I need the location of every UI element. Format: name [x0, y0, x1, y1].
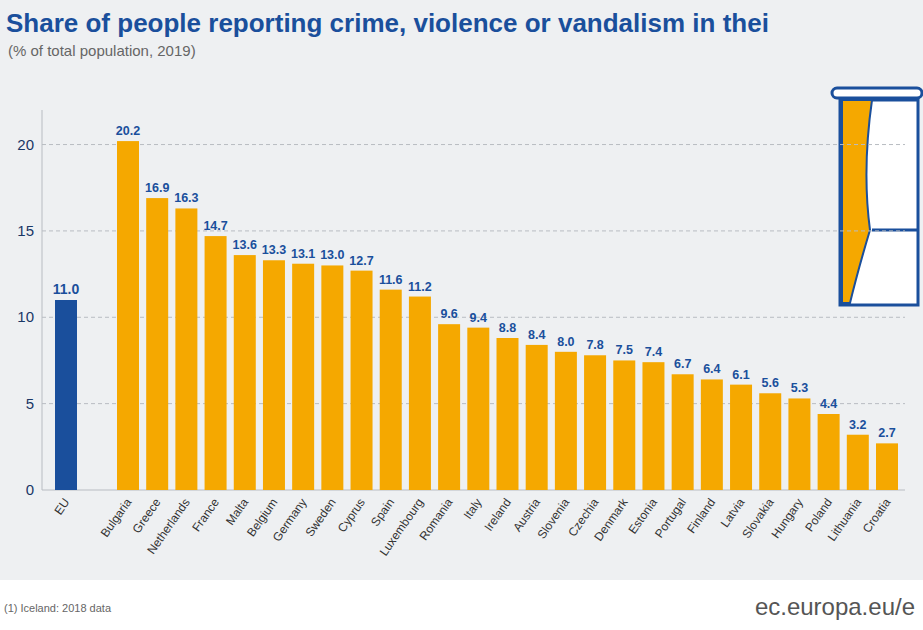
- y-tick-label: 5: [26, 395, 34, 412]
- data-label: 9.6: [440, 307, 457, 321]
- bar: [818, 414, 840, 490]
- bar: [55, 300, 77, 490]
- data-label: 6.7: [674, 357, 691, 371]
- data-label: 8.4: [528, 328, 545, 342]
- data-label: 13.0: [320, 248, 344, 262]
- data-label: 13.1: [291, 247, 315, 261]
- grid-line: [42, 144, 905, 145]
- chart: Share of people reporting crime, violenc…: [0, 0, 923, 630]
- bar: [292, 264, 314, 490]
- title: Share of people reporting crime, violenc…: [6, 8, 769, 38]
- data-label: 9.4: [470, 311, 487, 325]
- bar: [847, 435, 869, 490]
- data-label: 2.7: [878, 426, 895, 440]
- bars: [55, 141, 898, 490]
- bar: [730, 385, 752, 490]
- data-label: 13.6: [233, 238, 257, 252]
- bar: [205, 236, 227, 490]
- background: [0, 0, 923, 580]
- bar: [351, 271, 373, 490]
- x-tick-label: Hungary: [768, 496, 805, 541]
- data-label: 6.4: [703, 362, 720, 376]
- x-tick-label: Italy: [461, 496, 485, 522]
- x-tick-label: Denmark: [591, 495, 631, 544]
- data-label: 7.8: [586, 338, 603, 352]
- y-tick-label: 0: [26, 481, 34, 498]
- y-tick-label: 15: [17, 222, 34, 239]
- data-label: 11.2: [408, 280, 432, 294]
- bar: [701, 379, 723, 490]
- data-label: 16.3: [174, 191, 198, 205]
- data-label: 7.4: [645, 345, 662, 359]
- x-tick-label: Slovenia: [534, 495, 572, 541]
- footnote: (1) Iceland: 2018 data: [4, 602, 112, 614]
- curtain: [842, 100, 872, 303]
- data-label: 6.1: [732, 368, 749, 382]
- x-tick-label: Bulgaria: [98, 495, 135, 539]
- bar: [263, 260, 285, 490]
- data-label: 16.9: [145, 181, 169, 195]
- data-label: 5.6: [762, 376, 779, 390]
- bar: [467, 328, 489, 490]
- data-label: 5.3: [791, 381, 808, 395]
- bar: [497, 338, 519, 490]
- x-tick-label: Spain: [368, 496, 397, 529]
- data-label: 11.6: [379, 273, 403, 287]
- window-frame: [840, 100, 918, 305]
- bar: [759, 393, 781, 490]
- data-label: 8.0: [557, 335, 574, 349]
- x-tick-label: Luxembourg: [377, 496, 427, 559]
- x-tick-label: EU: [51, 496, 72, 518]
- x-tick-label: Lithuania: [825, 495, 865, 543]
- source: ec.europa.eu/e: [755, 593, 915, 620]
- data-label: 13.3: [262, 243, 286, 257]
- footer-background: [0, 580, 923, 630]
- x-tick-label: Romania: [417, 495, 456, 543]
- data-label: 4.4: [820, 397, 837, 411]
- x-tick-label: Malta: [223, 495, 251, 527]
- x-tick-label: Latvia: [718, 495, 748, 530]
- x-tick-label: Netherlands: [144, 496, 193, 557]
- bar: [613, 360, 635, 490]
- data-label: 8.8: [499, 321, 516, 335]
- subtitle: (% of total population, 2019): [8, 42, 196, 59]
- x-tick-label: Ireland: [481, 496, 514, 534]
- data-label: 12.7: [349, 254, 373, 268]
- x-tick-label: Portugal: [652, 496, 689, 541]
- bar: [555, 352, 577, 490]
- y-tick-label: 20: [17, 136, 34, 153]
- data-label: 14.7: [203, 219, 227, 233]
- data-label: 20.2: [116, 124, 140, 138]
- bar: [584, 355, 606, 490]
- y-axis-line: [42, 110, 43, 490]
- curtain-rod: [832, 88, 922, 98]
- x-tick-label: Cyprus: [335, 496, 368, 535]
- bar: [438, 324, 460, 490]
- bar: [526, 345, 548, 490]
- bar: [117, 141, 139, 490]
- x-tick-label: Sweden: [302, 496, 338, 540]
- data-label: 3.2: [849, 418, 866, 432]
- bar: [672, 374, 694, 490]
- bar: [234, 255, 256, 490]
- bar: [409, 297, 431, 490]
- x-tick-label: France: [189, 495, 222, 534]
- bar: [146, 198, 168, 490]
- data-label: 11.0: [53, 281, 80, 297]
- x-tick-label: Croatia: [860, 495, 894, 535]
- bar: [175, 208, 197, 490]
- bar: [380, 290, 402, 490]
- bar: [642, 362, 664, 490]
- data-label: 7.5: [616, 343, 633, 357]
- bar: [321, 265, 343, 490]
- grid-line: [42, 230, 905, 231]
- x-tick-label: Germany: [270, 496, 310, 544]
- bar: [788, 398, 810, 490]
- bar: [876, 443, 898, 490]
- window-icon: [832, 88, 922, 305]
- x-tick-label: Finland: [684, 496, 718, 536]
- y-tick-label: 10: [17, 308, 34, 325]
